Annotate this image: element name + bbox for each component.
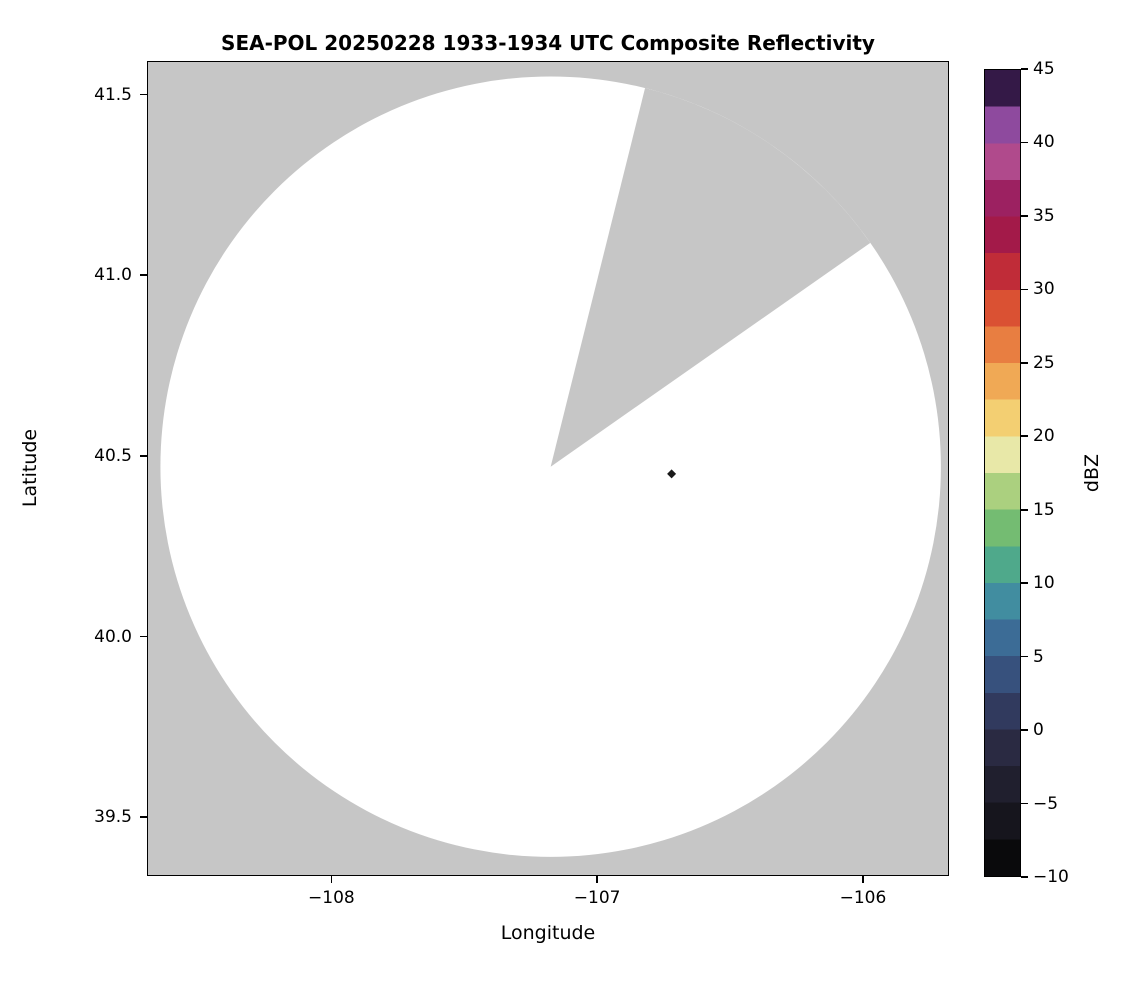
y-tick xyxy=(140,274,148,276)
colorbar-tick-label: 15 xyxy=(1033,499,1055,520)
colorbar xyxy=(984,69,1021,877)
colorbar-tick xyxy=(1021,68,1028,70)
y-tick-label: 41.0 xyxy=(94,265,132,286)
colorbar-tick xyxy=(1021,362,1028,364)
data-point-diamond xyxy=(667,469,677,479)
y-tick-label: 41.5 xyxy=(94,84,132,105)
colorbar-tick xyxy=(1021,435,1028,438)
colorbar-tick xyxy=(1021,508,1028,511)
y-tick-label: 39.5 xyxy=(94,807,132,828)
colorbar-tick-label: 30 xyxy=(1033,279,1055,300)
colorbar-tick-label: 45 xyxy=(1033,59,1055,79)
colorbar-tick-label: 0 xyxy=(1033,720,1044,741)
colorbar-tick-label: 10 xyxy=(1033,573,1055,594)
x-tick xyxy=(596,875,598,883)
colorbar-tick-label: 5 xyxy=(1033,646,1044,667)
colorbar-tick xyxy=(1021,288,1028,291)
x-tick xyxy=(862,875,864,883)
colorbar-label: dBZ xyxy=(1081,453,1103,493)
colorbar-tick xyxy=(1021,582,1028,584)
no-data-wedge xyxy=(550,88,871,467)
radar-canvas xyxy=(148,62,948,875)
x-tick-label: −108 xyxy=(308,888,355,908)
colorbar-tick xyxy=(1021,655,1028,658)
x-tick xyxy=(330,875,333,883)
x-tick-label: −107 xyxy=(573,888,621,908)
colorbar-tick-label: −10 xyxy=(1033,867,1069,887)
y-axis-label: Latitude xyxy=(19,428,41,508)
y-tick xyxy=(140,635,148,638)
colorbar-tick-label: 20 xyxy=(1033,426,1055,447)
colorbar-tick-label: 35 xyxy=(1033,205,1055,226)
colorbar-tick-label: 40 xyxy=(1033,132,1055,153)
colorbar-tick-label: −5 xyxy=(1033,793,1059,814)
chart-title: SEA-POL 20250228 1933-1934 UTC Composite… xyxy=(221,31,875,55)
y-tick-label: 40.5 xyxy=(94,445,132,466)
y-tick xyxy=(140,455,148,457)
colorbar-tick xyxy=(1021,141,1028,144)
colorbar-tick xyxy=(1021,876,1028,878)
colorbar-tick xyxy=(1021,729,1028,731)
colorbar-tick xyxy=(1021,802,1028,805)
colorbar-tick xyxy=(1021,215,1028,217)
colorbar-tick-label: 25 xyxy=(1033,352,1055,373)
plot-area xyxy=(148,62,948,875)
y-tick-label: 40.0 xyxy=(94,626,132,647)
y-tick xyxy=(140,816,148,818)
y-tick xyxy=(140,93,148,96)
x-tick-label: −106 xyxy=(839,888,887,908)
x-axis-label: Longitude xyxy=(500,922,596,944)
